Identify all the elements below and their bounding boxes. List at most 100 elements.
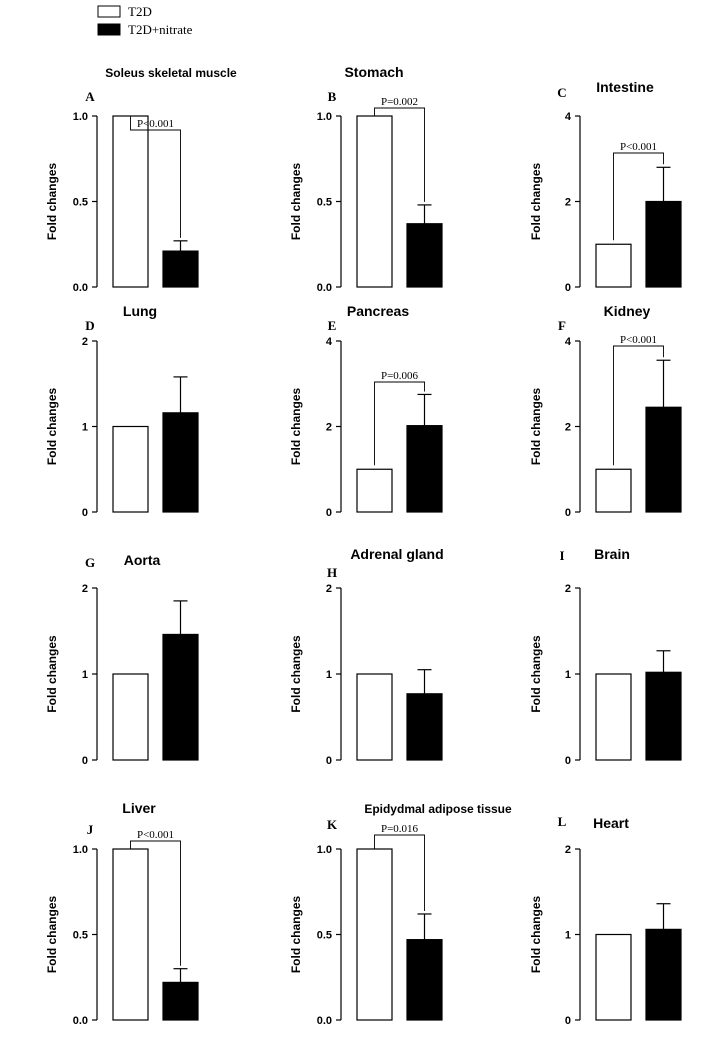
p-value-label: P<0.001: [620, 334, 657, 346]
y-tick-label: 2: [565, 583, 571, 595]
bar-t2d: [356, 848, 393, 1021]
panel-title: Kidney: [604, 303, 651, 319]
y-tick-label: 0.0: [73, 1015, 88, 1027]
y-axis-label: Fold changes: [529, 388, 543, 466]
p-value-label: P=0.002: [381, 96, 418, 108]
bar-t2d-nitrate: [645, 200, 682, 288]
panel-c: Intestine C 0 2 4 Fold changes P<0.001: [529, 79, 682, 294]
p-value-label: P<0.001: [137, 829, 174, 841]
significance-bracket: [374, 107, 425, 202]
y-tick-label: 0: [82, 507, 88, 519]
bar-t2d-nitrate: [645, 928, 682, 1021]
panel-j: Liver J 0.0 0.5 1.0 Fold changes P<0.001: [45, 800, 199, 1027]
y-tick-label: 0.0: [317, 282, 332, 294]
panel-letter: H: [327, 565, 337, 580]
y-axis-label: Fold changes: [289, 388, 303, 466]
bar-t2d-nitrate: [406, 939, 443, 1021]
significance-bracket: [613, 345, 664, 466]
bar-t2d-nitrate: [645, 671, 682, 761]
bar-t2d: [356, 468, 393, 513]
panel-title: Stomach: [344, 64, 403, 80]
legend-swatch-t2d-nitrate: [97, 23, 121, 36]
bar-t2d-nitrate: [406, 693, 443, 761]
significance-bracket: [130, 840, 181, 966]
y-axis-label: Fold changes: [529, 635, 543, 713]
y-tick-label: 0: [326, 507, 332, 519]
bar-t2d: [595, 673, 632, 761]
panel-a: Soleus skeletal muscle A 0.0 0.5 1.0 Fold cha…: [45, 66, 237, 294]
y-tick-label: 1: [565, 930, 571, 942]
y-tick-label: 0: [565, 1015, 571, 1027]
y-tick-label: 1.0: [317, 844, 332, 856]
y-tick-label: 2: [82, 583, 88, 595]
panel-letter: G: [85, 555, 95, 570]
bar-t2d: [356, 673, 393, 761]
panel-letter: I: [559, 548, 564, 563]
significance-bracket: [130, 116, 181, 238]
bar-t2d-nitrate: [406, 223, 443, 288]
panel-letter: D: [85, 318, 94, 333]
y-tick-label: 0.5: [317, 197, 332, 209]
significance-bracket: [374, 381, 425, 466]
panel-letter: C: [557, 85, 566, 100]
y-tick-label: 4: [326, 336, 333, 348]
y-tick-label: 4: [565, 111, 572, 123]
bar-t2d-nitrate: [162, 981, 199, 1021]
legend-label-t2d-nitrate: T2D+nitrate: [128, 22, 193, 37]
bar-t2d-nitrate: [406, 425, 443, 513]
y-tick-label: 2: [326, 422, 332, 434]
y-axis-label: Fold changes: [289, 635, 303, 713]
y-axis-label: Fold changes: [45, 896, 59, 974]
panel-title: Pancreas: [347, 303, 409, 319]
panel-title: Aorta: [124, 552, 161, 568]
bar-t2d: [112, 848, 149, 1021]
p-value-label: P=0.006: [381, 370, 419, 382]
panel-letter: A: [85, 89, 95, 104]
y-tick-label: 2: [326, 583, 332, 595]
bar-t2d: [356, 115, 393, 288]
y-tick-label: 1: [82, 669, 88, 681]
panel-title: Lung: [123, 303, 157, 319]
panel-k: Epidydmal adipose tissue K 0.0 0.5 1.0 Fold c…: [289, 802, 512, 1027]
panel-title: Brain: [594, 546, 630, 562]
panel-e: Pancreas E 0 2 4 Fold changes P=0.006: [289, 303, 443, 519]
legend: T2D T2D+nitrate: [97, 4, 193, 37]
p-value-label: P<0.001: [620, 141, 657, 153]
bar-t2d: [595, 933, 632, 1021]
y-tick-label: 2: [565, 422, 571, 434]
y-tick-label: 0.5: [73, 197, 88, 209]
y-tick-label: 0: [565, 282, 571, 294]
significance-bracket: [613, 152, 664, 241]
y-tick-label: 0.5: [317, 930, 332, 942]
panel-title: Intestine: [596, 79, 654, 95]
bar-t2d-nitrate: [162, 633, 199, 761]
significance-bracket: [374, 834, 425, 911]
y-axis-label: Fold changes: [289, 163, 303, 241]
y-axis-label: Fold changes: [45, 388, 59, 466]
bar-t2d: [595, 468, 632, 513]
y-tick-label: 1: [326, 669, 332, 681]
y-tick-label: 1: [82, 422, 88, 434]
y-tick-label: 1.0: [73, 111, 88, 123]
y-tick-label: 2: [82, 336, 88, 348]
bar-t2d-nitrate: [162, 412, 199, 513]
panel-l: Heart L 0 1 2 Fold changes: [529, 814, 682, 1027]
panel-h: Adrenal gland H 0 1 2 Fold changes: [289, 546, 444, 767]
panel-f: Kidney F 0 2 4 Fold changes P<0.001: [529, 303, 682, 519]
legend-label-t2d: T2D: [128, 4, 152, 19]
panel-title: Soleus skeletal muscle: [105, 66, 237, 80]
y-tick-label: 0.0: [73, 282, 88, 294]
panel-title: Heart: [593, 815, 629, 831]
y-axis-label: Fold changes: [45, 635, 59, 713]
panel-title: Adrenal gland: [350, 546, 443, 562]
panel-b: Stomach B 0.0 0.5 1.0 Fold changes P=0.002: [289, 64, 443, 294]
p-value-label: P<0.001: [137, 118, 174, 130]
y-tick-label: 0: [82, 755, 88, 767]
bar-t2d: [112, 115, 149, 288]
panel-letter: J: [87, 822, 94, 837]
panel-g: Aorta G 0 1 2 Fold changes: [45, 552, 199, 767]
y-axis-label: Fold changes: [289, 896, 303, 974]
panel-d: Lung D 0 1 2 Fold changes: [45, 303, 199, 519]
panel-letter: K: [327, 817, 338, 832]
